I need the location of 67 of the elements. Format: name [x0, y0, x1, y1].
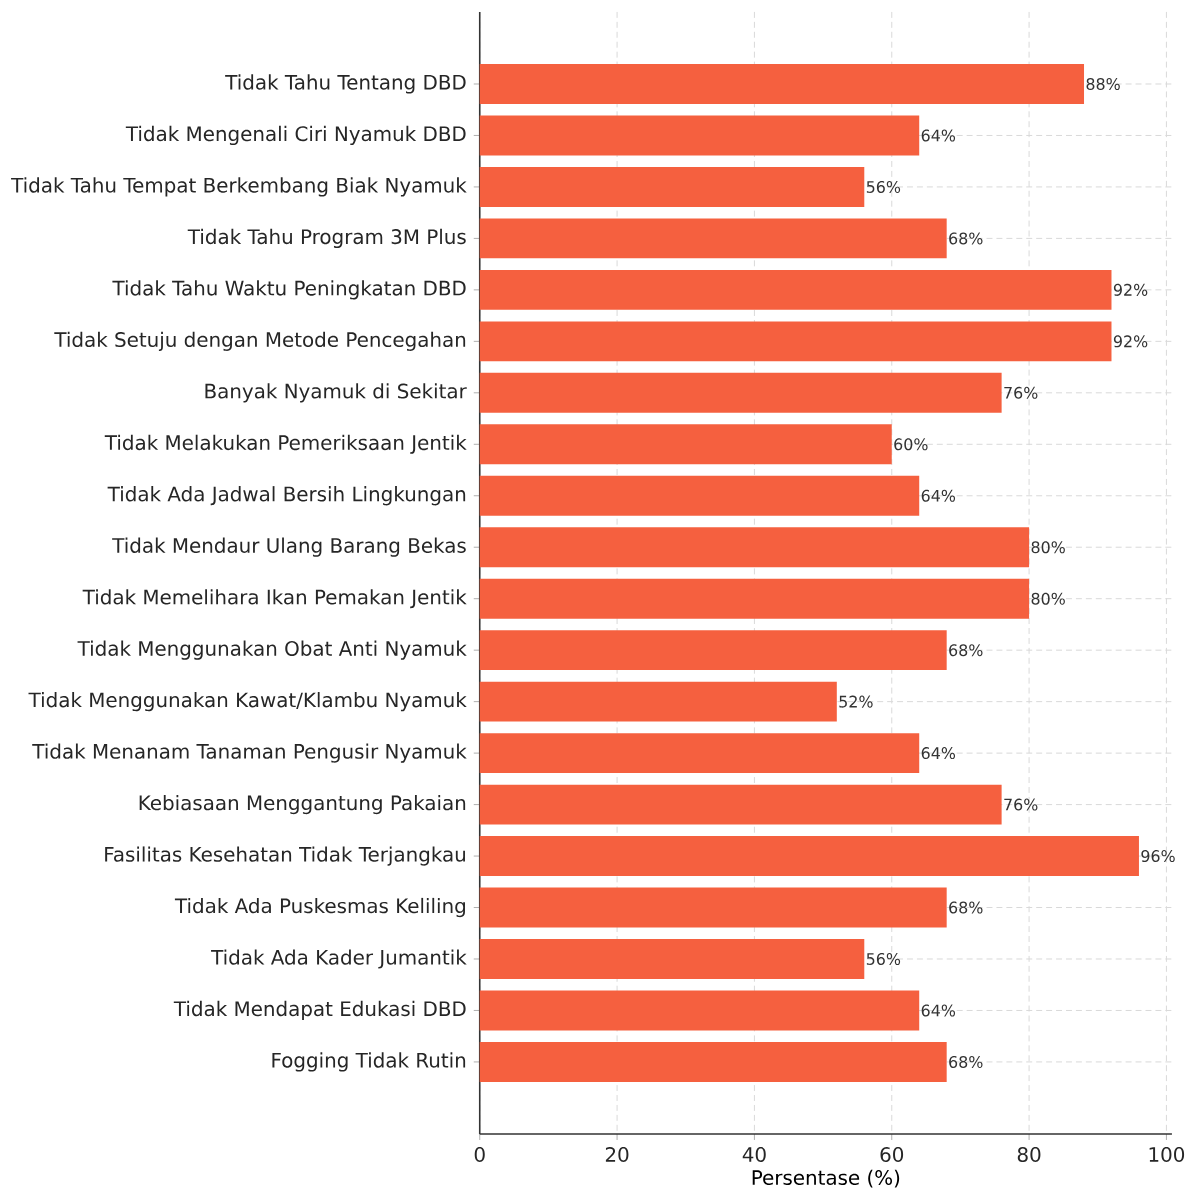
y-tick-label: Tidak Mendapat Edukasi DBD [173, 1000, 466, 1021]
x-tick-label: 60 [880, 1146, 904, 1163]
bar [479, 630, 947, 671]
bar [479, 681, 837, 722]
x-tick-label: 100 [1149, 1146, 1185, 1163]
y-tick-label: Tidak Mengenali Ciri Nyamuk DBD [125, 125, 466, 146]
data-label: 76% [1004, 798, 1038, 811]
data-label: 96% [1141, 850, 1175, 863]
y-tick-label: Tidak Tahu Program 3M Plus [187, 228, 466, 249]
y-tick-label: Kebiasaan Menggantung Pakaian [139, 794, 466, 815]
y-tick-label: Tidak Mendaur Ulang Barang Bekas [112, 537, 466, 557]
y-tick-label: Fogging Tidak Rutin [272, 1052, 466, 1072]
bar [479, 887, 947, 928]
data-label: 76% [1004, 386, 1038, 399]
data-label: 68% [949, 644, 983, 657]
y-tick-label: Tidak Tahu Tempat Berkembang Biak Nyamuk [11, 177, 467, 197]
y-tick-label: Banyak Nyamuk di Sekitar [205, 383, 467, 403]
data-label: 56% [866, 952, 901, 965]
bar [479, 784, 1002, 825]
y-tick-label: Tidak Melakukan Pemeriksaan Jentik [104, 434, 467, 454]
bar [479, 990, 920, 1031]
bar [479, 372, 1002, 413]
bar [479, 836, 1139, 876]
y-tick-label: Tidak Menggunakan Kawat/Klambu Nyamuk [28, 692, 467, 712]
bar [479, 64, 1085, 104]
data-label: 92% [1113, 283, 1148, 296]
x-axis-title: Persentase (%) [752, 1169, 900, 1188]
data-label: 64% [921, 489, 956, 502]
y-tick-label: Tidak Ada Kader Jumantik [211, 949, 467, 969]
data-label: 80% [1031, 541, 1065, 554]
y-tick-label: Tidak Tahu Tentang DBD [225, 74, 466, 94]
bar [479, 1041, 947, 1082]
bar [479, 424, 892, 465]
y-tick-label: Tidak Ada Jadwal Bersih Lingkungan [107, 486, 466, 506]
data-label: 80% [1031, 592, 1065, 605]
x-tick-label: 20 [605, 1146, 629, 1163]
x-tick-label: 0 [474, 1146, 485, 1163]
bar [479, 269, 1112, 310]
data-label: 64% [921, 1004, 956, 1017]
y-tick-label: Fasilitas Kesehatan Tidak Terjangkau [105, 846, 465, 866]
bar [479, 578, 1030, 619]
bar [479, 527, 1030, 568]
y-tick-label: Tidak Memelihara Ikan Pemakan Jentik [82, 589, 467, 609]
bar [479, 218, 947, 259]
bar [479, 733, 920, 774]
bar [479, 475, 920, 516]
data-label: 68% [949, 1055, 983, 1068]
bar [479, 166, 865, 207]
bar [479, 939, 865, 979]
y-tick-label: Tidak Menggunakan Obat Anti Nyamuk [77, 640, 467, 660]
data-label: 64% [921, 129, 956, 142]
y-tick-label: Tidak Tahu Waktu Peningkatan DBD [112, 280, 466, 300]
data-label: 68% [949, 901, 983, 914]
bar [479, 321, 1112, 362]
data-label: 64% [921, 747, 956, 760]
x-tick-label: 80 [1017, 1146, 1041, 1163]
y-tick-label: Tidak Menanam Tanaman Pengusir Nyamuk [32, 743, 467, 763]
y-tick-label: Tidak Setuju dengan Metode Pencegahan [54, 331, 466, 351]
data-label: 88% [1086, 77, 1120, 90]
data-label: 92% [1113, 335, 1148, 348]
y-tick-label: Tidak Ada Puskesmas Keliling [174, 897, 465, 918]
data-label: 56% [866, 180, 901, 193]
data-label: 68% [949, 232, 983, 245]
data-label: 52% [839, 695, 873, 708]
data-label: 60% [894, 438, 928, 451]
bar [479, 115, 920, 156]
x-tick-label: 40 [742, 1146, 766, 1163]
